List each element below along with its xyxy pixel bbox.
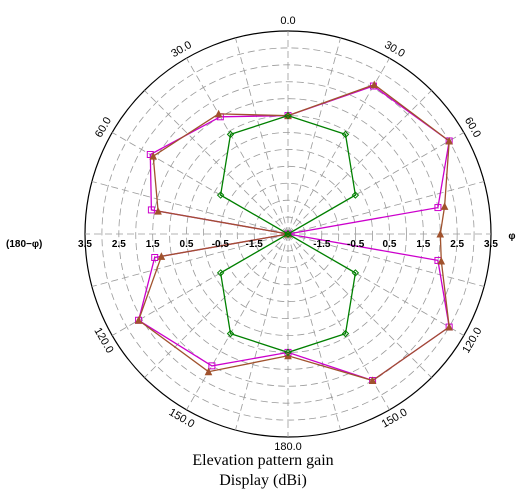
grid-spoke	[235, 233, 289, 431]
angle-label: 180.0	[274, 441, 302, 453]
angle-label: 30.0	[169, 39, 194, 60]
grid-spoke	[287, 37, 341, 235]
grid-spoke	[144, 90, 289, 235]
series-marker-square	[434, 204, 442, 212]
series-marker-square	[208, 362, 216, 370]
series-marker-triangle	[445, 322, 453, 331]
grid-spoke	[91, 233, 289, 287]
grid-spoke	[186, 57, 289, 235]
series-marker-triangle	[436, 229, 445, 238]
radial-tick-label: 2.5	[112, 239, 126, 250]
radial-tick-label: 0.5	[180, 239, 194, 250]
right-end-label: φ	[508, 231, 515, 242]
grid-spoke	[186, 233, 289, 411]
series-marker-diamond	[341, 130, 350, 139]
angle-label: 60.0	[93, 115, 114, 140]
grid-ring	[169, 115, 407, 353]
series-marker-triangle	[437, 256, 446, 265]
series-marker-triangle	[445, 136, 453, 145]
series-marker-diamond	[284, 230, 292, 238]
series-line-3	[219, 114, 357, 354]
grid-spoke	[287, 233, 485, 287]
series-marker-square	[147, 206, 155, 214]
chart-title: Elevation pattern gain	[192, 452, 334, 469]
series-marker-triangle	[157, 252, 166, 260]
series-marker-diamond	[284, 348, 292, 357]
grid-spoke	[287, 181, 485, 235]
radial-tick-label: 3.5	[484, 239, 498, 250]
series-marker-triangle	[204, 367, 213, 376]
grid-spoke	[144, 233, 289, 378]
series-marker-triangle	[154, 206, 162, 215]
radial-tick-label: 1.5	[416, 239, 430, 250]
chart-subtitle: Display (dBi)	[219, 472, 307, 489]
radial-tick-label: -0.5	[347, 239, 365, 250]
series-marker-triangle	[440, 202, 449, 210]
series-marker-diamond	[341, 329, 350, 338]
series-marker-diamond	[226, 130, 235, 139]
series-marker-diamond	[226, 329, 235, 338]
radial-tick-label: -0.5	[212, 239, 230, 250]
chart-series	[134, 80, 453, 385]
grid-ring	[203, 149, 373, 319]
polar-grid	[84, 30, 492, 438]
series-marker-diamond	[284, 111, 292, 120]
left-end-label: (180−φ)	[6, 239, 42, 250]
radial-tick-label: 2.5	[450, 239, 464, 250]
series-marker-diamond	[216, 191, 225, 199]
grid-ring	[101, 47, 475, 421]
radial-tick-label: 0.5	[383, 239, 397, 250]
radial-tick-label: 1.5	[146, 239, 160, 250]
angle-label: 0.0	[280, 15, 295, 27]
angle-label: 120.0	[91, 326, 115, 356]
radial-tick-label: -1.5	[246, 239, 264, 250]
radial-tick-label: -1.5	[313, 239, 331, 250]
series-marker-diamond	[351, 191, 360, 199]
grid-spoke	[91, 181, 289, 235]
grid-spoke	[287, 233, 341, 431]
series-marker-triangle	[214, 109, 223, 118]
series-marker-triangle	[370, 80, 379, 89]
series-marker-triangle	[134, 316, 143, 324]
angle-label: 150.0	[167, 406, 197, 430]
series-marker-triangle	[368, 376, 377, 385]
series-marker-square	[151, 254, 159, 262]
grid-spoke	[287, 233, 432, 378]
angle-label: 30.0	[382, 39, 407, 60]
angle-label: 150.0	[380, 406, 410, 430]
series-marker-triangle	[149, 152, 158, 160]
grid-spoke	[235, 37, 289, 235]
grid-spoke	[287, 90, 432, 235]
series-marker-diamond	[351, 269, 360, 277]
radial-tick-label: 3.5	[78, 239, 92, 250]
angle-label: 120.0	[460, 326, 484, 356]
angle-label: 60.0	[462, 115, 483, 140]
series-marker-diamond	[216, 269, 225, 277]
